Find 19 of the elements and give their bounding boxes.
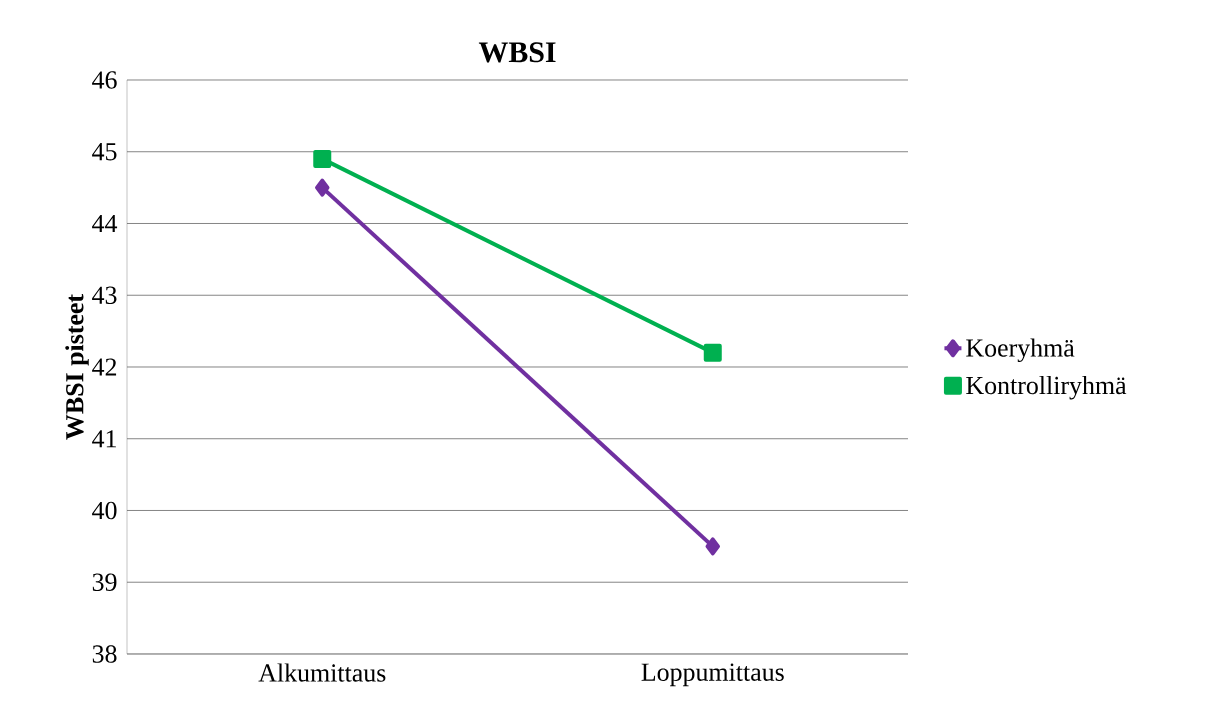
y-tick-label: 44 — [92, 214, 118, 233]
x-tick-label: Alkumittaus — [258, 663, 386, 682]
y-tick-label: 38 — [92, 645, 117, 663]
chart-title: WBSI — [478, 42, 556, 63]
y-tick-label: 40 — [92, 501, 117, 520]
y-axis-title: WBSI pisteet — [65, 294, 89, 440]
y-tick-label: 43 — [92, 286, 117, 304]
x-tick-label: Loppumittaus — [641, 663, 784, 687]
point — [313, 149, 332, 168]
y-tick-label: 46 — [92, 71, 117, 89]
y-tick-label: 41 — [92, 430, 116, 448]
legend-label: Kontrolliryhmä — [966, 375, 1127, 400]
y-tick-label: 42 — [92, 358, 117, 376]
y-tick-label: 39 — [92, 573, 117, 591]
legend-label: Koeryhmä — [966, 338, 1075, 363]
point — [315, 178, 330, 197]
point — [705, 537, 721, 556]
point — [703, 343, 722, 362]
y-tick-label: 45 — [92, 143, 117, 161]
